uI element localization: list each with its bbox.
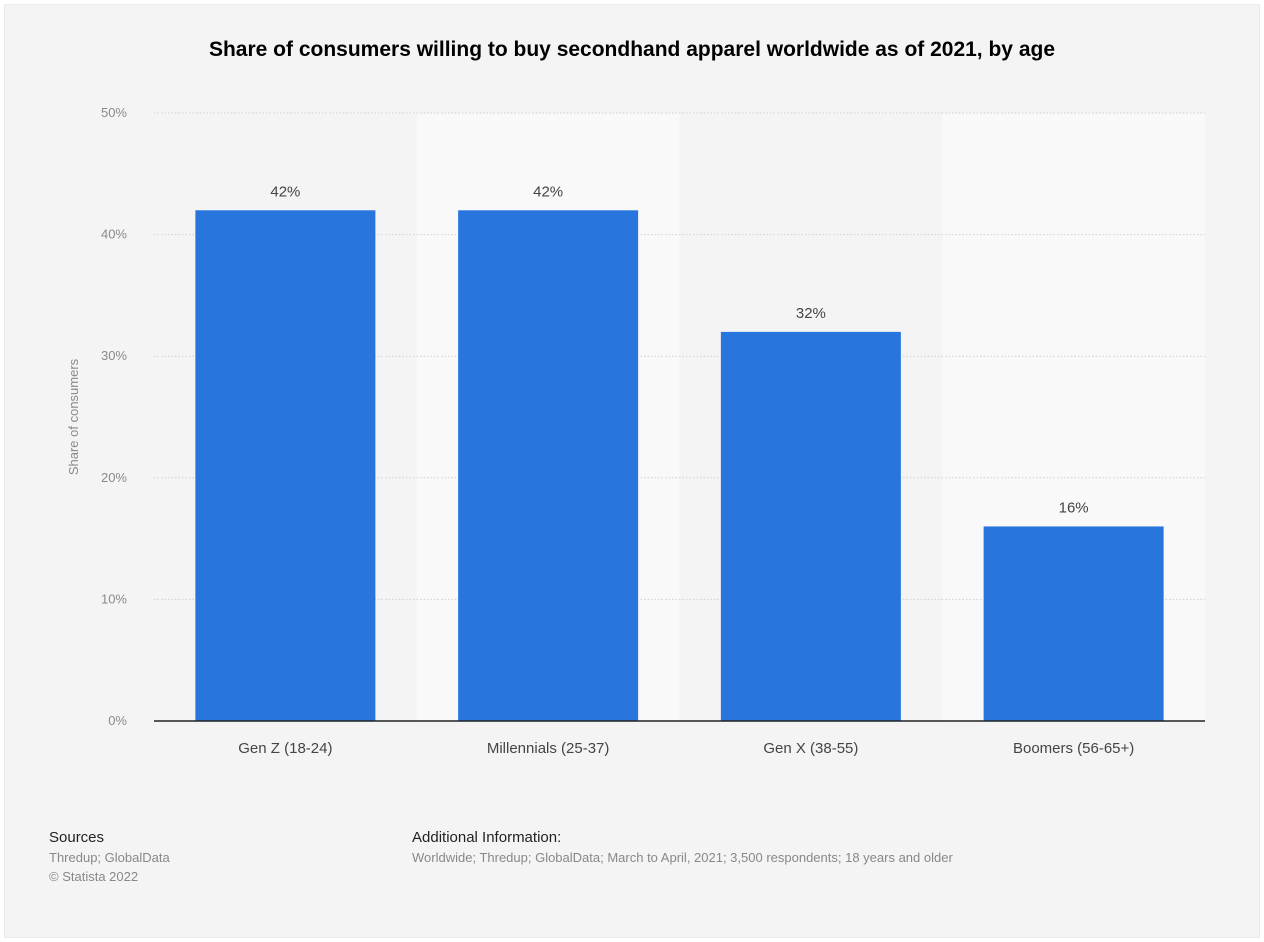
data-label: 32% bbox=[796, 305, 826, 322]
x-tick-label: Gen Z (18-24) bbox=[238, 740, 332, 757]
y-tick-label: 10% bbox=[101, 591, 127, 606]
additional-info-heading: Additional Information: bbox=[412, 829, 562, 846]
data-label: 42% bbox=[270, 183, 300, 200]
bar bbox=[458, 210, 639, 721]
additional-info-text: Worldwide; Thredup; GlobalData; March to… bbox=[412, 850, 953, 865]
copyright: © Statista 2022 bbox=[49, 869, 139, 884]
x-tick-label: Gen X (38-55) bbox=[763, 740, 858, 757]
data-label: 16% bbox=[1059, 499, 1089, 516]
y-axis-label: Share of consumers bbox=[66, 358, 81, 475]
data-label: 42% bbox=[533, 183, 563, 200]
y-tick-label: 30% bbox=[101, 348, 127, 363]
y-tick-label: 40% bbox=[101, 227, 127, 242]
bar bbox=[720, 331, 901, 721]
bar bbox=[983, 526, 1164, 721]
y-tick-label: 50% bbox=[101, 105, 127, 120]
x-tick-label: Millennials (25-37) bbox=[487, 740, 610, 757]
bar bbox=[195, 210, 376, 721]
sources-heading: Sources bbox=[49, 829, 105, 846]
y-tick-label: 0% bbox=[108, 713, 127, 728]
chart-title: Share of consumers willing to buy second… bbox=[208, 38, 1056, 61]
x-tick-label: Boomers (56-65+) bbox=[1013, 740, 1134, 757]
sources-text[interactable]: Thredup; GlobalData bbox=[49, 850, 170, 865]
y-tick-label: 20% bbox=[101, 470, 127, 485]
